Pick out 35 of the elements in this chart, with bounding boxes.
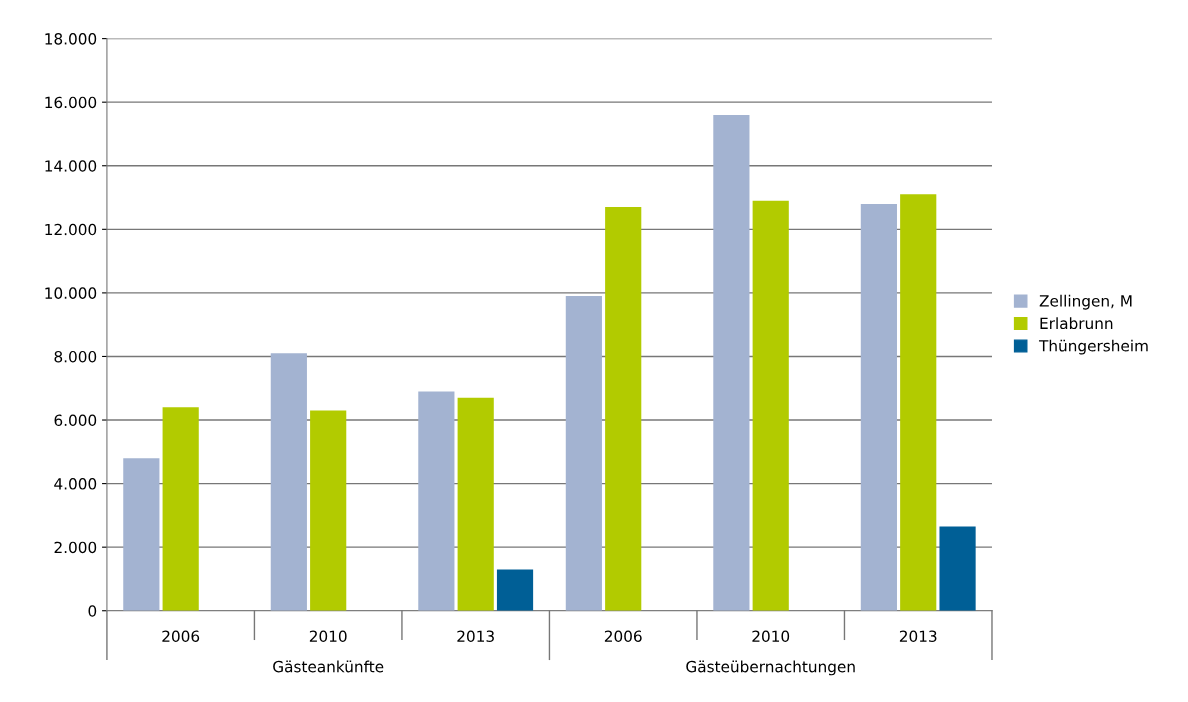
x-tick-label: 2006 bbox=[604, 630, 642, 643]
x-tick-label: 2013 bbox=[457, 630, 494, 643]
y-tick-label: 14.000 bbox=[45, 160, 97, 172]
bar bbox=[565, 296, 602, 611]
y-tick-label: 12.000 bbox=[45, 223, 97, 236]
bar bbox=[457, 397, 494, 611]
y-tick-label: 8.000 bbox=[54, 350, 97, 363]
y-tick-label: 2.000 bbox=[54, 541, 97, 554]
x-tick-label: 2013 bbox=[899, 630, 937, 643]
bar bbox=[713, 114, 750, 611]
bar bbox=[418, 391, 455, 611]
y-tick-label: 6.000 bbox=[54, 414, 97, 427]
bar bbox=[752, 200, 789, 611]
bar bbox=[123, 458, 160, 611]
y-tick-label: 16.000 bbox=[45, 96, 97, 109]
bar bbox=[605, 207, 642, 611]
bar bbox=[270, 353, 307, 611]
bar bbox=[496, 569, 534, 611]
legend-label: Thüngersheim bbox=[1038, 339, 1148, 355]
x-tick-label: 2010 bbox=[309, 630, 347, 643]
y-tick-label: 18.000 bbox=[45, 33, 97, 45]
text: Gästeankünfte bbox=[273, 660, 384, 673]
bar bbox=[900, 194, 937, 611]
bar bbox=[860, 203, 897, 611]
bar bbox=[939, 526, 976, 611]
legend-label: Zellingen, M bbox=[1039, 294, 1132, 310]
text: Gästeübernachtungen bbox=[686, 660, 855, 676]
y-tick-label: 4.000 bbox=[54, 478, 97, 490]
bar bbox=[162, 407, 199, 611]
x-tick-label: 2010 bbox=[752, 630, 790, 643]
x-tick-label: 2006 bbox=[162, 630, 200, 643]
bar bbox=[310, 410, 347, 611]
y-tick-label: 10.000 bbox=[45, 287, 97, 299]
legend-label: Erlabrunn bbox=[1040, 317, 1113, 330]
y-tick-label: 0 bbox=[88, 605, 97, 617]
